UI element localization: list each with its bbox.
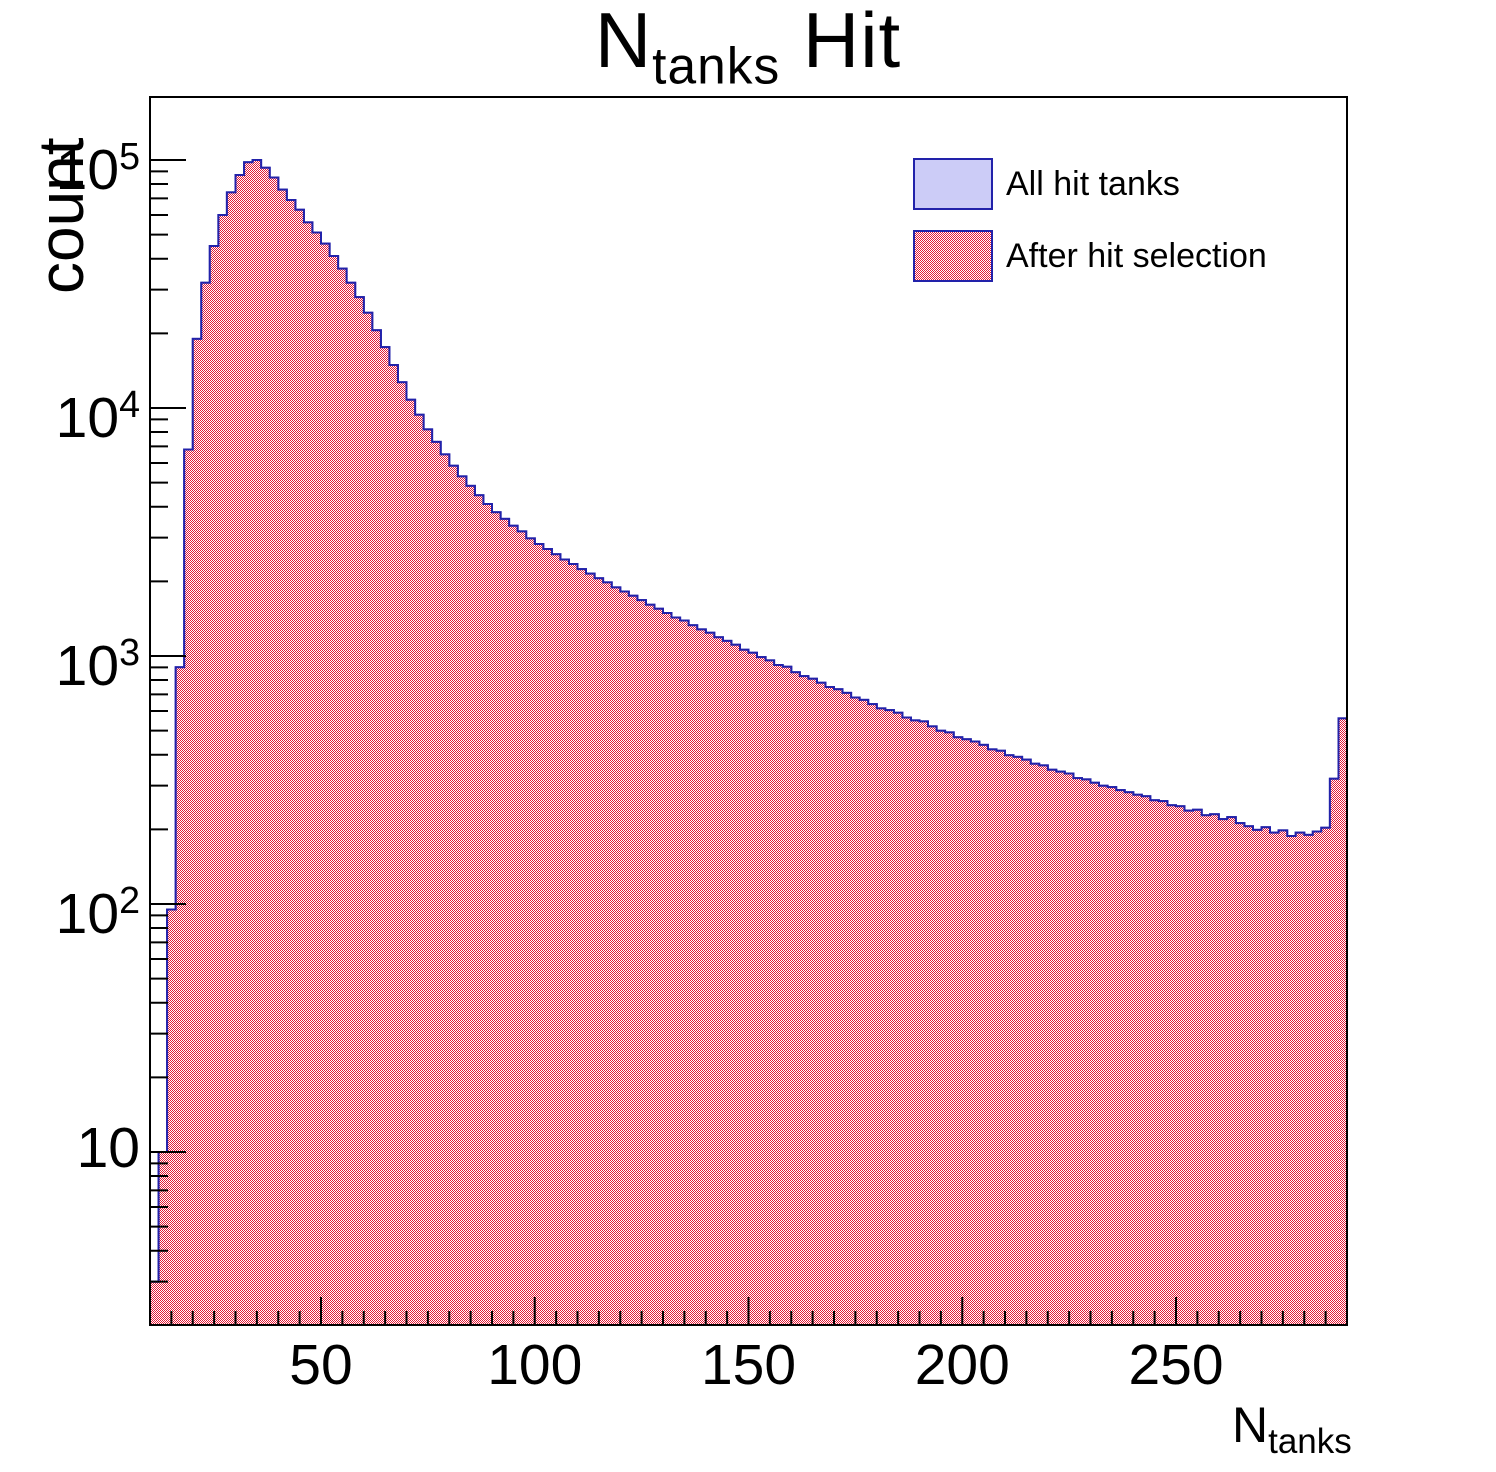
x-tick-label: 100 [487, 1333, 583, 1397]
chart-title-subscript: tanks [652, 36, 781, 95]
y-tick-label: 10 [76, 1116, 140, 1180]
y-tick-label: 105 [55, 135, 140, 202]
legend-swatch-all-hit-tanks [913, 158, 993, 210]
y-tick-label: 103 [55, 631, 140, 698]
legend-label-all-hit-tanks: All hit tanks [1006, 165, 1180, 203]
x-axis-title: Ntanks [1232, 1396, 1352, 1459]
chart-title: Ntanks Hit [0, 0, 1496, 91]
x-tick-label: 150 [700, 1333, 797, 1397]
y-tick-label: 104 [55, 383, 140, 450]
legend-label-after-hit-selection: After hit selection [1006, 237, 1267, 275]
x-axis-title-main: N [1232, 1397, 1269, 1453]
axis-ticks [150, 159, 1327, 1325]
x-axis-title-subscript: tanks [1268, 1422, 1352, 1461]
x-tick-label: 200 [914, 1333, 1010, 1397]
y-tick-label: 102 [55, 879, 140, 946]
x-tick-label: 50 [289, 1333, 353, 1397]
legend-swatch-after-hit-selection [913, 230, 993, 282]
after-hit-selection-histogram [149, 159, 1348, 1326]
histogram-series [149, 159, 1348, 1326]
chart-title-main: N [594, 0, 653, 84]
x-tick-label: 250 [1128, 1333, 1224, 1397]
plot-frame [149, 96, 1348, 1326]
chart-title-rest: Hit [780, 0, 902, 84]
legend-swatches [913, 158, 993, 282]
